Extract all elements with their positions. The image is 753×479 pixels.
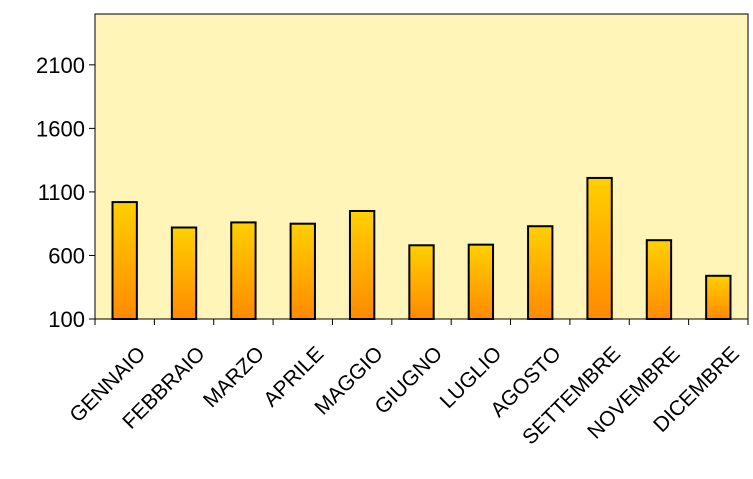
bar-luglio	[467, 243, 495, 320]
bar-febbraio	[170, 226, 198, 320]
bar-gennaio	[111, 201, 138, 320]
bar-dicembre	[705, 274, 732, 320]
y-tick-label: 600	[48, 243, 85, 268]
bar-giugno	[408, 244, 435, 321]
y-tick-label: 100	[48, 307, 85, 332]
bar-novembre	[645, 239, 673, 320]
bar-series	[111, 176, 732, 321]
y-tick-label: 1600	[36, 116, 85, 141]
x-tick-label: MARZO	[199, 342, 269, 412]
y-tick-label: 2100	[36, 53, 85, 78]
bar-settembre	[586, 176, 613, 320]
x-tick-labels: GENNAIOFEBBRAIOMARZOAPRILEMAGGIOGIUGNOLU…	[65, 342, 743, 449]
y-tick-label: 1100	[38, 180, 85, 205]
bar-marzo	[230, 221, 257, 321]
bar-aprile	[289, 222, 316, 320]
y-axis: 100 600 1100 1600 2100	[36, 14, 96, 332]
bar-agosto	[527, 225, 554, 321]
bar-maggio	[348, 209, 376, 321]
